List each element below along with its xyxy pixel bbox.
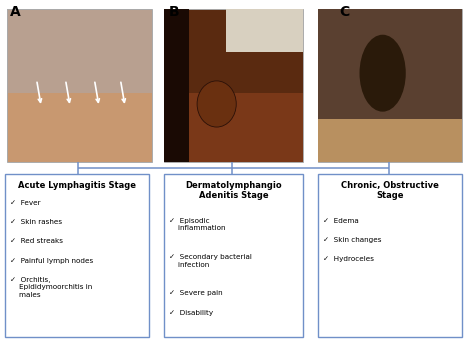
Bar: [164, 9, 303, 93]
Text: ✓  Edema: ✓ Edema: [323, 218, 359, 224]
Text: ✓  Severe pain: ✓ Severe pain: [169, 290, 223, 297]
Text: ✓  Orchitis,
    Epididymoorchitis in
    males: ✓ Orchitis, Epididymoorchitis in males: [10, 277, 93, 298]
Bar: [318, 9, 462, 162]
Bar: [164, 93, 303, 162]
Bar: [318, 93, 462, 162]
Ellipse shape: [197, 81, 236, 127]
Text: B: B: [169, 5, 180, 19]
Text: A: A: [9, 5, 20, 19]
Bar: [164, 174, 303, 337]
Bar: [318, 174, 462, 337]
Bar: [164, 9, 303, 162]
Text: ✓  Secondary bacterial
    infection: ✓ Secondary bacterial infection: [169, 254, 252, 267]
Text: Dermatolymphangio
Adenitis Stage: Dermatolymphangio Adenitis Stage: [185, 181, 282, 200]
Bar: [318, 119, 462, 162]
Bar: [7, 9, 152, 93]
Bar: [7, 93, 152, 162]
Text: Acute Lymphagitis Stage: Acute Lymphagitis Stage: [18, 181, 136, 189]
Text: ✓  Skin rashes: ✓ Skin rashes: [10, 219, 63, 225]
Bar: [7, 9, 152, 162]
Bar: [318, 9, 462, 93]
Text: ✓  Painful lymph nodes: ✓ Painful lymph nodes: [10, 258, 94, 264]
Bar: [227, 9, 303, 52]
Text: ✓  Fever: ✓ Fever: [10, 200, 41, 206]
Text: ✓  Episodic
    inflammation: ✓ Episodic inflammation: [169, 218, 226, 231]
Bar: [318, 9, 462, 119]
Ellipse shape: [359, 35, 406, 112]
Bar: [164, 9, 189, 162]
Text: Chronic, Obstructive
Stage: Chronic, Obstructive Stage: [341, 181, 439, 200]
Bar: [5, 174, 149, 337]
Text: C: C: [339, 5, 349, 19]
Text: ✓  Skin changes: ✓ Skin changes: [323, 237, 382, 243]
Text: ✓  Disability: ✓ Disability: [169, 310, 213, 316]
Text: ✓  Hydroceles: ✓ Hydroceles: [323, 256, 374, 262]
Text: ✓  Red streaks: ✓ Red streaks: [10, 238, 64, 245]
